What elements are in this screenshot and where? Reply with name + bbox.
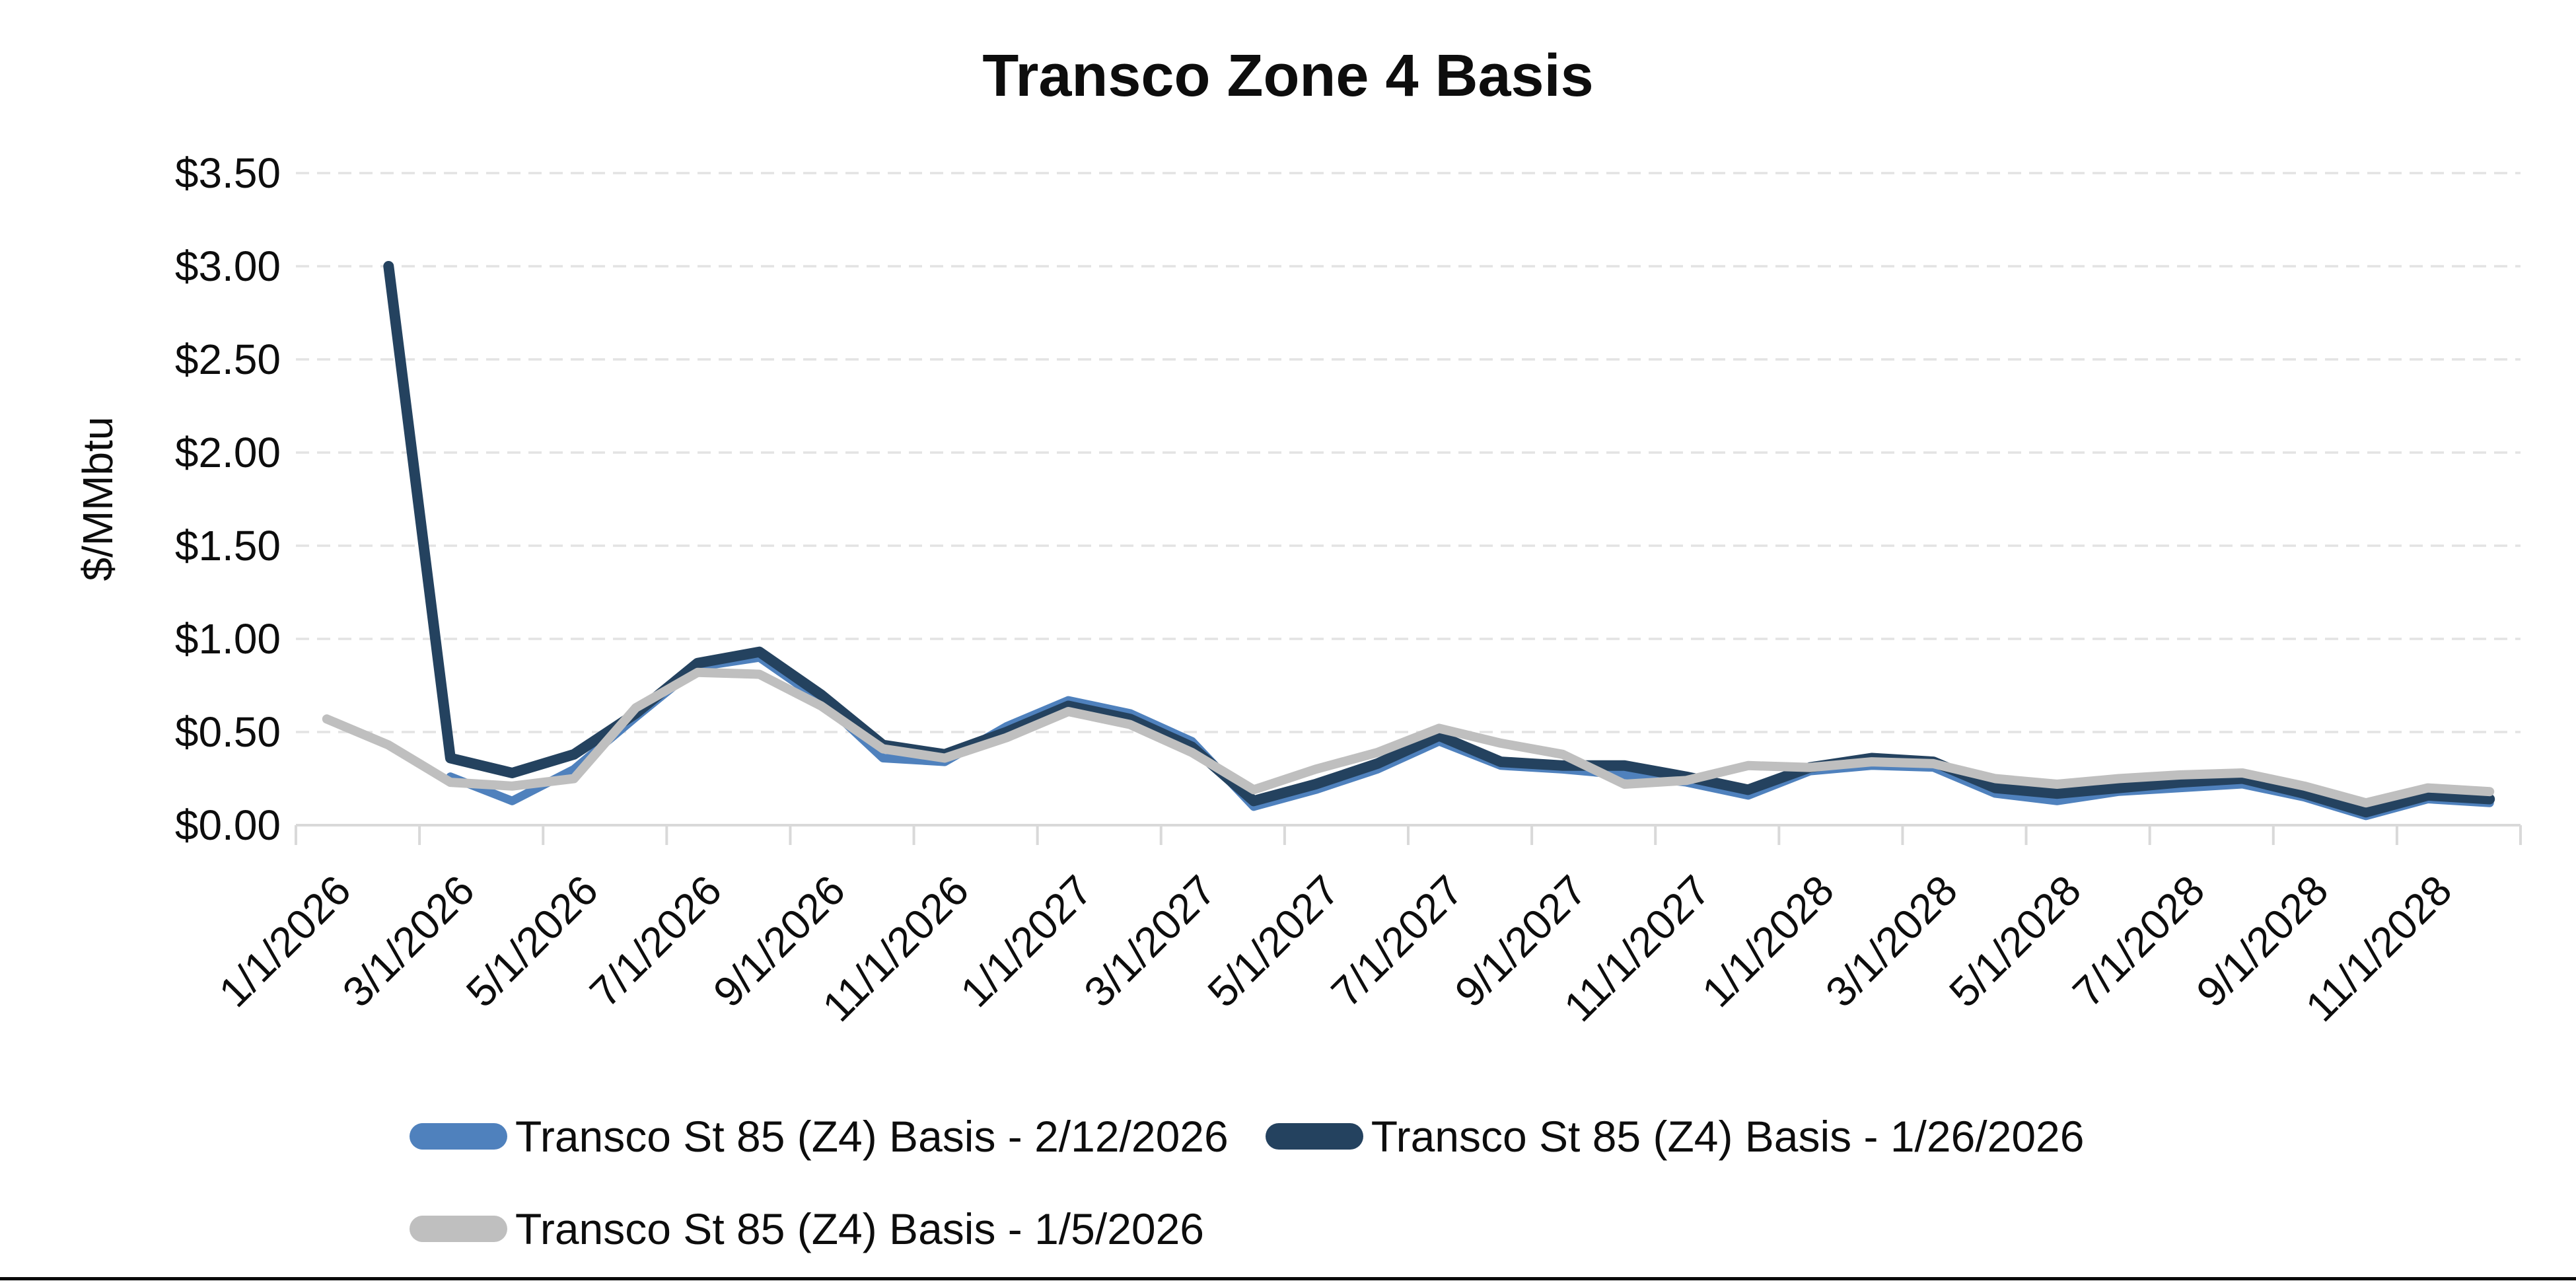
x-tick-label: 3/1/2027 xyxy=(1075,866,1225,1016)
legend-swatch-navy-icon xyxy=(1265,1123,1363,1150)
legend-item-1-26-2026: Transco St 85 (Z4) Basis - 1/26/2026 xyxy=(1265,1111,2085,1161)
x-tick-label: 3/1/2026 xyxy=(334,866,483,1016)
x-tick-label: 5/1/2026 xyxy=(457,866,607,1016)
y-tick-label: $2.50 xyxy=(175,336,281,383)
legend-label: Transco St 85 (Z4) Basis - 2/12/2026 xyxy=(515,1112,1229,1161)
x-tick-label: 5/1/2028 xyxy=(1940,866,2090,1016)
y-tick-label: $0.00 xyxy=(175,801,281,849)
y-tick-label: $1.50 xyxy=(175,522,281,569)
x-tick-label: 1/1/2028 xyxy=(1693,866,1843,1016)
x-tick-label: 1/1/2027 xyxy=(951,866,1101,1016)
series-line-1 xyxy=(383,261,2495,818)
legend-item-2-12-2026: Transco St 85 (Z4) Basis - 2/12/2026 xyxy=(410,1111,1229,1161)
legend-item-1-5-2026: Transco St 85 (Z4) Basis - 1/5/2026 xyxy=(410,1204,1204,1254)
y-tick-label: $0.50 xyxy=(175,708,281,756)
legend-row: Transco St 85 (Z4) Basis - 1/5/2026 xyxy=(410,1204,2084,1253)
x-tick-label: 1/1/2026 xyxy=(210,866,360,1016)
x-tick-label: 5/1/2027 xyxy=(1198,866,1348,1016)
y-tick-label: $1.00 xyxy=(175,615,281,663)
window-bottom-edge xyxy=(0,1277,2576,1280)
x-tick-label: 7/1/2026 xyxy=(581,866,731,1016)
legend: Transco St 85 (Z4) Basis - 2/12/2026 Tra… xyxy=(410,1112,2084,1253)
x-tick-label: 3/1/2028 xyxy=(1816,866,1966,1016)
legend-swatch-gray-icon xyxy=(410,1216,507,1242)
x-tick-label: 7/1/2027 xyxy=(1322,866,1472,1016)
y-tick-label: $3.00 xyxy=(175,242,281,290)
legend-label: Transco St 85 (Z4) Basis - 1/26/2026 xyxy=(1371,1112,2085,1161)
y-tick-label: $2.00 xyxy=(175,429,281,476)
legend-swatch-blue-icon xyxy=(410,1123,507,1150)
y-tick-label: $3.50 xyxy=(175,149,281,197)
legend-row: Transco St 85 (Z4) Basis - 2/12/2026 Tra… xyxy=(410,1112,2084,1161)
legend-label: Transco St 85 (Z4) Basis - 1/5/2026 xyxy=(515,1204,1205,1253)
series-line-2 xyxy=(322,667,2495,808)
x-tick-label: 7/1/2028 xyxy=(2063,866,2213,1016)
chart-title: Transco Zone 4 Basis xyxy=(982,43,1594,109)
